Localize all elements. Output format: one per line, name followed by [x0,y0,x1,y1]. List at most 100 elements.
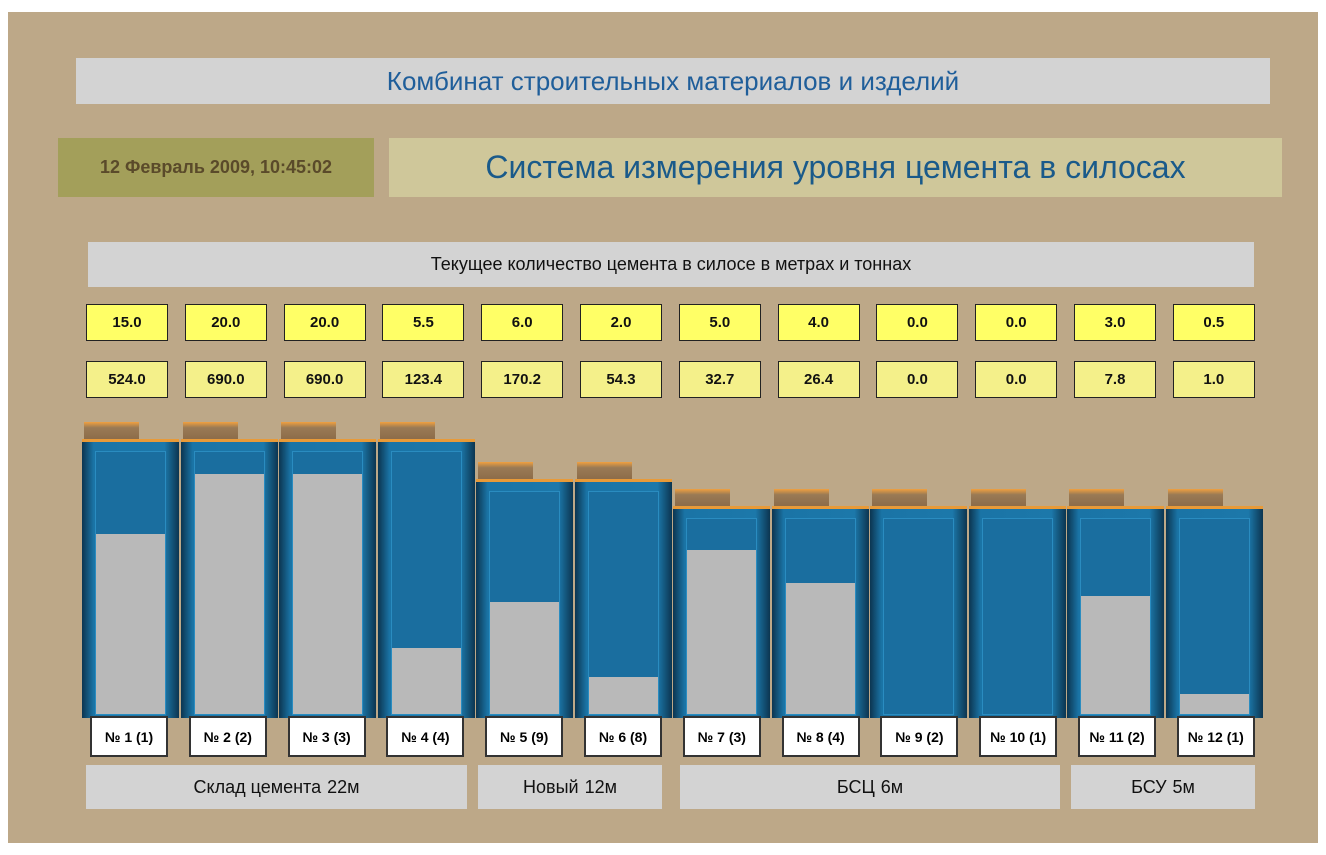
silo-inner [883,518,954,715]
cement-level [589,677,658,714]
group-label: БСУ 5м [1071,765,1255,809]
level-meters: 5.5 [382,304,464,341]
silo-inner [391,451,462,715]
group-height: 22 [327,777,347,798]
silo-inner [785,518,856,715]
silo-label: № 7 (3) [683,716,761,757]
cement-level [687,550,756,714]
silo-inner [95,451,166,715]
cement-level [490,602,559,714]
mass-tons: 54.3 [580,361,662,398]
silo-label: № 3 (3) [288,716,366,757]
silo [870,508,967,718]
group-height: 12 [585,777,605,798]
cement-level [195,474,264,714]
mass-tons: 0.0 [975,361,1057,398]
cement-level [786,583,855,714]
mass-tons: 26.4 [778,361,860,398]
datetime: 12 Февраль 2009, 10:45:02 [58,138,374,197]
silo-label: № 12 (1) [1177,716,1255,757]
group-name: Новый [523,777,579,798]
group-unit: м [891,777,903,798]
silo-rim [82,439,179,442]
mass-tons: 0.0 [876,361,958,398]
silo-rim [870,506,967,509]
silo [181,441,278,718]
cement-level [1180,694,1249,714]
level-meters: 0.5 [1173,304,1255,341]
silo-rim [181,439,278,442]
silo-rim [772,506,869,509]
silo [476,481,573,718]
group-unit: м [1183,777,1195,798]
mass-tons: 524.0 [86,361,168,398]
silo-label: № 2 (2) [189,716,267,757]
silo-label: № 6 (8) [584,716,662,757]
cement-level [96,534,165,714]
silo [378,441,475,718]
silo-inner [489,491,560,715]
silo-label: № 8 (4) [782,716,860,757]
cement-level [293,474,362,714]
silo-label: № 1 (1) [90,716,168,757]
level-meters: 20.0 [284,304,366,341]
page: Комбинат строительных материалов и издел… [0,0,1326,855]
level-meters: 3.0 [1074,304,1156,341]
group-name: БСЦ [837,777,875,798]
level-meters: 20.0 [185,304,267,341]
mass-tons: 690.0 [284,361,366,398]
silo-rim [969,506,1066,509]
panel-title: Текущее количество цемента в силосе в ме… [88,242,1254,287]
group-height: 6 [881,777,891,798]
system-title: Система измерения уровня цемента в силос… [389,138,1282,197]
silo-label: № 4 (4) [386,716,464,757]
mass-tons: 32.7 [679,361,761,398]
group-height: 5 [1173,777,1183,798]
silo-rim [378,439,475,442]
level-meters: 4.0 [778,304,860,341]
silo [673,508,770,718]
level-meters: 15.0 [86,304,168,341]
mass-tons: 170.2 [481,361,563,398]
silo-inner [588,491,659,715]
silo-label: № 11 (2) [1078,716,1156,757]
silo-label: № 9 (2) [880,716,958,757]
level-meters: 0.0 [876,304,958,341]
cement-level [1081,596,1150,714]
silo-rim [575,479,672,482]
silo-inner [194,451,265,715]
hmi-screen: Комбинат строительных материалов и издел… [8,12,1318,843]
silo-label: № 10 (1) [979,716,1057,757]
silo-label: № 5 (9) [485,716,563,757]
silo-rim [1166,506,1263,509]
mass-tons: 690.0 [185,361,267,398]
level-meters: 0.0 [975,304,1057,341]
group-unit: м [347,777,359,798]
mass-tons: 7.8 [1074,361,1156,398]
silo-rim [673,506,770,509]
level-meters: 2.0 [580,304,662,341]
silo [82,441,179,718]
silo-inner [292,451,363,715]
group-unit: м [605,777,617,798]
cement-level [392,648,461,714]
mass-tons: 1.0 [1173,361,1255,398]
level-meters: 5.0 [679,304,761,341]
silo [1166,508,1263,718]
silo-inner [1080,518,1151,715]
group-name: Склад цемента [194,777,322,798]
level-meters: 6.0 [481,304,563,341]
silo [772,508,869,718]
plant-title: Комбинат строительных материалов и издел… [76,58,1270,104]
silo-rim [476,479,573,482]
silo [279,441,376,718]
silo-rim [1067,506,1164,509]
silo-rim [279,439,376,442]
group-name: БСУ [1131,777,1166,798]
silo-inner [686,518,757,715]
silo [969,508,1066,718]
silo-inner [982,518,1053,715]
